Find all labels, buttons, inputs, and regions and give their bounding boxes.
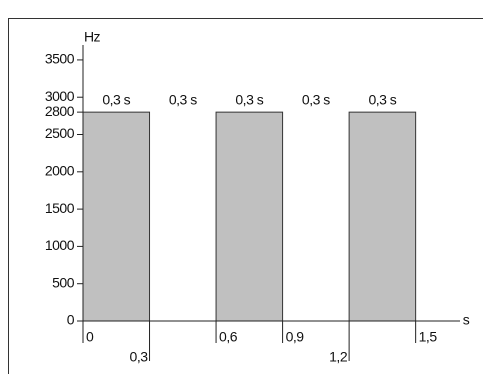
x-tick-label: 0,6	[219, 329, 238, 345]
y-tick-label: 1500	[45, 200, 75, 216]
x-tick-label: 0,9	[286, 329, 305, 345]
interval-label: 0,3 s	[302, 92, 330, 108]
bar	[82, 111, 151, 322]
bar	[215, 111, 284, 322]
interval-label: 0,3 s	[102, 92, 130, 108]
x-tick-label: 1,5	[419, 329, 438, 345]
y-tick-label: 3500	[45, 51, 75, 67]
y-tick-label: 1000	[45, 237, 75, 253]
y-tick-label: 2500	[45, 125, 75, 141]
y-tick-label: 3000	[45, 88, 75, 104]
y-tick-label: 2800	[45, 103, 75, 119]
interval-label: 0,3 s	[235, 92, 263, 108]
x-tick-label: 1,2	[329, 349, 348, 365]
bar	[348, 111, 417, 322]
x-tick-label: 0	[86, 329, 94, 345]
x-axis-label: s	[463, 312, 470, 328]
y-tick-label: 500	[52, 274, 75, 290]
y-axis-label: Hz	[84, 29, 101, 45]
interval-label: 0,3 s	[169, 92, 197, 108]
frame	[8, 18, 483, 374]
y-tick-label: 2000	[45, 163, 75, 179]
interval-label: 0,3 s	[368, 92, 396, 108]
x-tick-label: 0,3	[130, 349, 149, 365]
y-tick-label: 0	[67, 312, 75, 328]
